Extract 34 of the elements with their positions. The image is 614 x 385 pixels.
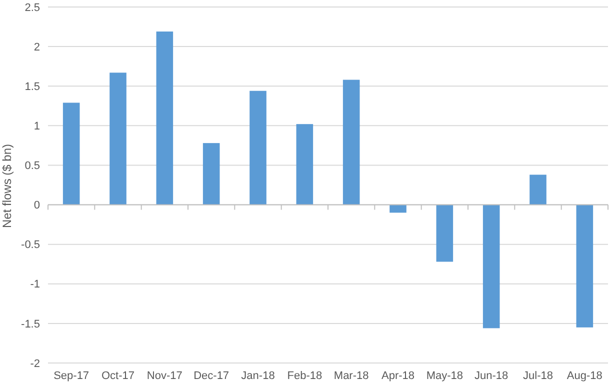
y-tick-label: -0.5 [21,239,40,252]
bar [530,174,546,205]
y-tick-label: -1.5 [21,318,40,330]
bar [110,72,126,205]
bar [250,90,266,205]
x-tick-label: Jan-18 [241,370,275,382]
bar [62,102,80,205]
y-axis-title: Net flows ($ bn) [0,144,14,228]
bar [482,204,500,328]
y-tick-label: 0 [34,200,40,212]
x-tick-label: Nov-17 [146,370,182,382]
x-tick-label: Sep-17 [54,370,90,382]
x-tick-label: Oct-17 [101,370,135,382]
x-tick-label: Jul-18 [523,370,553,382]
bar [296,124,314,205]
y-tick-label: 1 [34,120,40,133]
x-tick-label: Aug-18 [566,370,602,382]
y-tick-label: 2 [34,41,40,54]
bar [436,204,454,262]
bar [342,80,360,205]
bar [576,204,594,328]
bar [202,143,220,205]
y-tick-label: 1.5 [24,80,40,93]
y-tick-label: -2 [30,358,40,370]
y-tick-label: 2.5 [24,2,40,14]
x-tick-label: Dec-17 [194,370,230,382]
bar [156,32,174,205]
x-tick-label: Jun-18 [474,370,508,382]
x-tick-label: Feb-18 [287,370,322,382]
x-tick-label: Apr-18 [381,370,415,382]
y-tick-label: -1 [30,278,40,291]
x-tick-label: May-18 [426,370,464,382]
y-tick-label: 0.5 [24,160,40,172]
x-tick-label: Mar-18 [334,370,369,382]
